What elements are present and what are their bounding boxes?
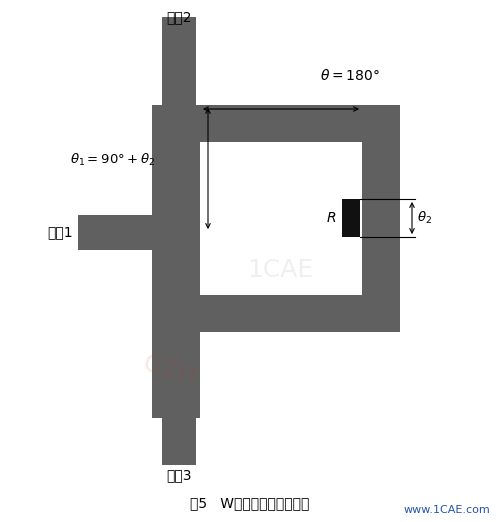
Bar [78, 215, 152, 250]
Text: 图5   W波段功分器设计模型: 图5 W波段功分器设计模型 [190, 496, 310, 510]
Text: $\theta_1=90°+\theta_2$: $\theta_1=90°+\theta_2$ [70, 152, 155, 168]
Text: www.1CAE.com: www.1CAE.com [403, 505, 490, 515]
Bar [152, 332, 200, 418]
Bar [152, 105, 400, 142]
Text: 端口2: 端口2 [166, 10, 192, 24]
Bar [362, 105, 400, 332]
Text: $\theta_2$: $\theta_2$ [417, 210, 432, 226]
Text: $\theta=180°$: $\theta=180°$ [320, 67, 380, 82]
Bar [152, 295, 400, 332]
Bar [200, 142, 362, 295]
Text: GZH: GZH [140, 351, 200, 389]
Bar [162, 17, 196, 105]
Text: $R$: $R$ [326, 211, 336, 225]
Text: 端口3: 端口3 [166, 468, 192, 482]
Bar [152, 105, 200, 332]
Bar [342, 199, 360, 237]
Text: 1CAE: 1CAE [247, 258, 313, 282]
Text: 端口1: 端口1 [48, 225, 73, 239]
Bar [162, 418, 196, 465]
